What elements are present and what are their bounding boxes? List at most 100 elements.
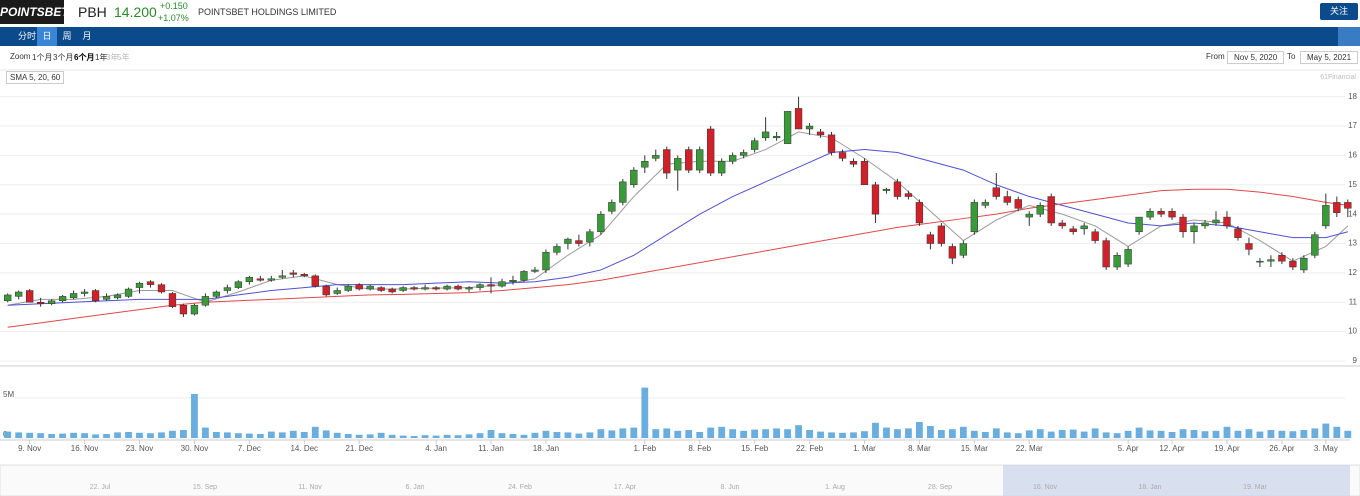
company: POINTSBET HOLDINGS LIMITED — [198, 7, 337, 17]
sma-line — [7, 131, 1349, 306]
candle-body — [1190, 225, 1198, 233]
candle-body — [542, 252, 550, 271]
candle-body — [476, 284, 484, 288]
volume-bar — [894, 429, 901, 438]
volume-bar — [531, 432, 539, 438]
zoom-option[interactable]: 5年 — [117, 53, 130, 62]
candle-body — [926, 234, 935, 244]
volume-bar — [828, 432, 835, 438]
x-tick-label: 30. Nov — [181, 444, 209, 453]
volume-bar — [399, 435, 407, 438]
candle-body — [322, 285, 330, 296]
navigator-label: 1. Aug — [825, 484, 845, 491]
volume-bar — [773, 428, 781, 438]
volume-bar — [1168, 432, 1176, 438]
volume-bar — [1014, 433, 1022, 438]
credit: 61Financial — [1320, 74, 1356, 81]
volume-bar — [751, 429, 759, 438]
volume-bar — [762, 429, 770, 438]
candle-body — [1300, 257, 1308, 271]
volume-bar — [234, 433, 242, 438]
volume-bar — [278, 432, 286, 438]
follow-button[interactable]: 关注 — [1320, 3, 1358, 20]
volume-bar — [663, 428, 671, 438]
candle-body — [893, 181, 902, 197]
volume-bar — [377, 432, 385, 438]
candle-body — [465, 287, 473, 290]
candle-body — [498, 281, 506, 287]
y-tick-label: 12 — [1348, 268, 1357, 277]
volume-bar — [509, 434, 517, 438]
legend: SMA 5, 20, 60 — [6, 71, 65, 84]
candle-body — [652, 155, 660, 159]
volume-bar — [4, 431, 12, 438]
tab[interactable]: 月 — [82, 31, 92, 41]
navigator-label: 16. Nov — [1033, 484, 1058, 491]
volume-bar — [795, 425, 802, 438]
chart-icon[interactable] — [1338, 27, 1360, 46]
tab[interactable]: 日 — [37, 27, 57, 46]
zoom-option[interactable]: 3年 — [106, 53, 119, 62]
x-tick-label: 21. Dec — [345, 444, 373, 453]
volume-bar — [696, 432, 704, 438]
candle-body — [135, 282, 144, 288]
candle-body — [1091, 231, 1099, 241]
volume-bar — [476, 433, 484, 438]
candle-body — [1102, 240, 1110, 268]
zoom-option[interactable]: 3个月 — [53, 53, 74, 62]
volume-bar — [1157, 430, 1165, 438]
zoom-option[interactable]: 6个月 — [74, 53, 95, 62]
candle-body — [1333, 202, 1341, 213]
volume-bar — [883, 427, 890, 438]
candle-body — [860, 161, 869, 186]
volume-bar — [1245, 429, 1253, 438]
candle-body — [849, 161, 858, 165]
candle-body — [1223, 216, 1231, 227]
candle-body — [1124, 249, 1132, 265]
x-tick-label: 22. Mar — [1016, 444, 1043, 453]
candle-body — [805, 125, 814, 130]
volume-bar — [267, 431, 275, 438]
x-tick-label: 18. Jan — [533, 444, 559, 453]
candle-body — [981, 202, 989, 206]
volume-bar — [839, 432, 846, 438]
candle-body — [80, 291, 89, 294]
volume-bar — [125, 432, 132, 438]
navigator-label: 18. Jan — [1139, 484, 1162, 491]
candle-body — [838, 152, 847, 159]
volume-bar — [432, 435, 440, 438]
candle-body — [36, 302, 45, 304]
volume-bar — [1102, 432, 1110, 438]
candle-body — [278, 275, 286, 278]
candle-body — [619, 181, 627, 203]
tab[interactable]: 分时 — [17, 31, 36, 41]
x-tick-label: 16. Nov — [71, 444, 99, 453]
candle-body — [1047, 196, 1055, 224]
candle-body — [663, 149, 671, 174]
candle-body — [520, 271, 528, 281]
zoom-label: Zoom — [10, 52, 31, 61]
to-input[interactable]: May 5, 2021 — [1300, 51, 1359, 64]
zoom-option[interactable]: 1个月 — [32, 53, 53, 62]
navigator-label: 6. Jan — [405, 484, 424, 491]
candle-body — [1025, 213, 1033, 218]
zoom-option[interactable]: 1年 — [95, 53, 108, 62]
volume-bar — [1058, 430, 1066, 438]
candle-body — [586, 231, 594, 243]
volume-bar — [707, 427, 715, 438]
volume-bar — [970, 430, 978, 438]
from-input[interactable]: Nov 5, 2020 — [1227, 51, 1285, 64]
tab[interactable]: 周 — [62, 31, 72, 41]
volume-bar — [948, 429, 956, 438]
volume-tick-label: 5M — [3, 390, 14, 399]
volume-bar — [212, 432, 220, 438]
volume-bar — [850, 432, 857, 438]
volume-bar — [169, 430, 176, 438]
candle-body — [4, 294, 12, 302]
volume-bar — [289, 430, 297, 438]
volume-bar — [872, 422, 879, 438]
x-tick-label: 3. May — [1314, 444, 1338, 453]
candle-body — [882, 188, 891, 191]
volume-bar — [355, 434, 363, 438]
candle-body — [937, 225, 946, 244]
